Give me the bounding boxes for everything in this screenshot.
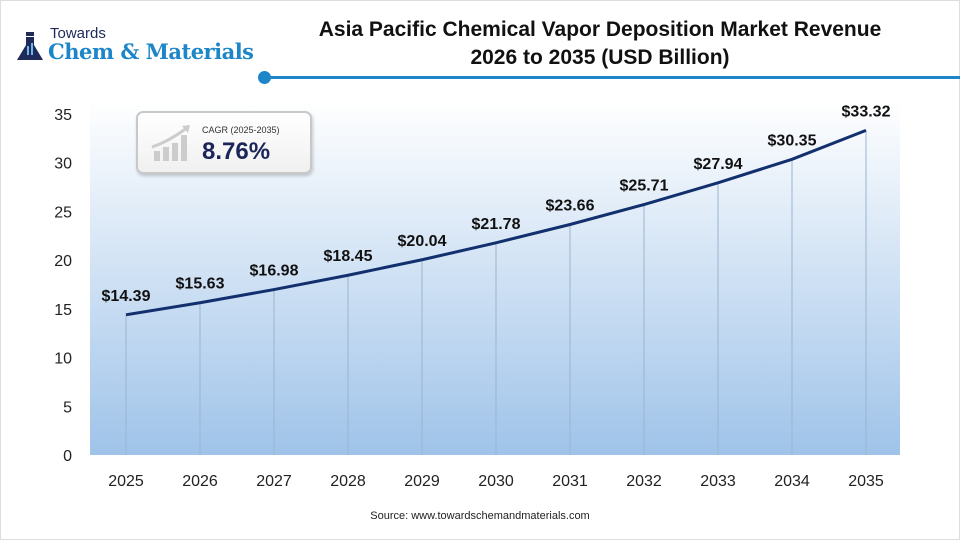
title-line-1: Asia Pacific Chemical Vapor Deposition M… (318, 18, 882, 41)
title-line-2: 2026 to 2035 (USD Billion) (470, 46, 730, 69)
data-label: $16.98 (250, 263, 299, 280)
y-tick-label: 35 (54, 107, 72, 124)
data-label: $21.78 (472, 216, 521, 233)
x-tick-label: 2030 (478, 473, 514, 490)
y-tick-label: 0 (63, 448, 72, 465)
x-tick-label: 2035 (848, 473, 884, 490)
cagr-label: CAGR (2025-2035) (202, 125, 280, 135)
data-label: $15.63 (176, 276, 225, 293)
logo-top-text: Towards (50, 25, 106, 42)
data-label: $18.45 (324, 248, 373, 265)
y-tick-label: 15 (54, 302, 72, 319)
source-text: Source: www.towardschemandmaterials.com (370, 510, 590, 522)
x-tick-label: 2027 (256, 473, 292, 490)
title-divider-dot (258, 71, 271, 84)
y-tick-label: 20 (54, 253, 72, 270)
title-divider (265, 76, 960, 79)
data-label: $14.39 (102, 288, 151, 305)
growth-chart-icon (151, 125, 190, 161)
chart-title: Asia Pacific Chemical Vapor Deposition M… (270, 16, 930, 72)
x-tick-label: 2031 (552, 473, 588, 490)
y-tick-label: 5 (63, 399, 72, 416)
y-tick-label: 30 (54, 156, 72, 173)
data-label: $25.71 (620, 178, 669, 195)
x-tick-label: 2034 (774, 473, 810, 490)
cagr-value: 8.76% (202, 138, 271, 165)
logo: Towards Chem & Materials (16, 26, 254, 62)
data-label: $23.66 (546, 197, 595, 214)
x-tick-label: 2026 (182, 473, 218, 490)
flask-icon (17, 32, 43, 60)
x-tick-label: 2028 (330, 473, 366, 490)
y-tick-label: 25 (54, 204, 72, 221)
x-tick-label: 2025 (108, 473, 144, 490)
data-label: $33.32 (842, 103, 891, 120)
logo-main-text: Chem & Materials (48, 39, 254, 64)
cagr-box: CAGR (2025-2035) 8.76% (136, 111, 312, 174)
data-label: $20.04 (398, 233, 447, 250)
data-label: $27.94 (694, 156, 743, 173)
data-label: $30.35 (768, 132, 817, 149)
x-tick-label: 2032 (626, 473, 662, 490)
x-tick-label: 2029 (404, 473, 440, 490)
x-tick-label: 2033 (700, 473, 736, 490)
y-tick-label: 10 (54, 351, 72, 368)
